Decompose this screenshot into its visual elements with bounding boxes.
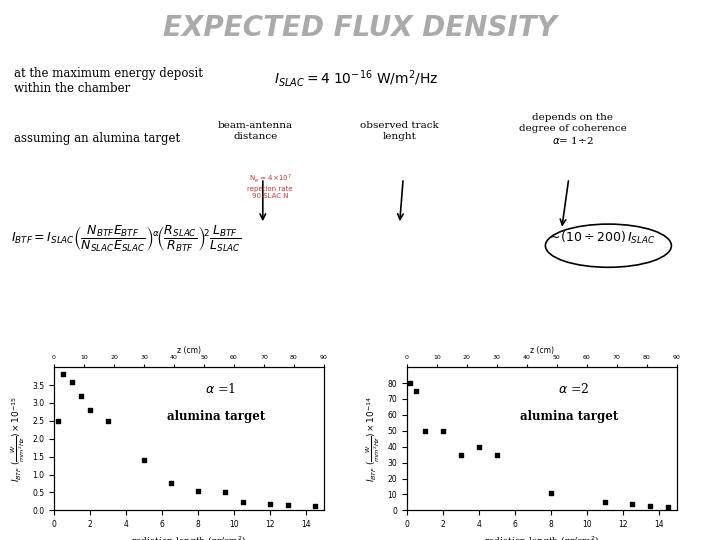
Point xyxy=(626,500,638,508)
Point xyxy=(644,501,655,510)
X-axis label: radiation length (gr/cm$^2$): radiation length (gr/cm$^2$) xyxy=(484,535,600,540)
Point xyxy=(410,387,422,395)
X-axis label: radiation length (gr/cm$^2$): radiation length (gr/cm$^2$) xyxy=(131,535,247,540)
Y-axis label: $I_{BTF}\;(\frac{W}{mm^2 Hz}) \times 10^{-15}$: $I_{BTF}\;(\frac{W}{mm^2 Hz}) \times 10^… xyxy=(9,396,27,482)
Point xyxy=(491,450,503,459)
Text: $\sim\!(10\div 200)\,I_{SLAC}$: $\sim\!(10\div 200)\,I_{SLAC}$ xyxy=(547,230,656,246)
Text: at the maximum energy deposit
within the chamber: at the maximum energy deposit within the… xyxy=(14,68,203,96)
Y-axis label: $I_{BTF}\;(\frac{W}{mm^2 Hz}) \times 10^{-14}$: $I_{BTF}\;(\frac{W}{mm^2 Hz}) \times 10^… xyxy=(364,396,382,482)
Text: observed track
lenght: observed track lenght xyxy=(360,122,439,141)
Point xyxy=(419,427,431,435)
Point xyxy=(282,501,294,509)
Text: $\alpha$ =2: $\alpha$ =2 xyxy=(558,382,589,396)
X-axis label: z (cm): z (cm) xyxy=(530,346,554,355)
Text: beam-antenna
distance: beam-antenna distance xyxy=(218,122,293,141)
Text: $I_{BTF} = I_{SLAC}\left(\dfrac{N_{BTF}E_{BTF}}{N_{SLAC}E_{SLAC}}\right)^{\!\alp: $I_{BTF} = I_{SLAC}\left(\dfrac{N_{BTF}E… xyxy=(11,224,241,254)
Point xyxy=(166,479,177,488)
Point xyxy=(102,416,114,425)
Point xyxy=(310,502,321,510)
Point xyxy=(192,487,204,495)
Point xyxy=(473,442,485,451)
Point xyxy=(58,370,69,379)
Point xyxy=(52,416,63,425)
Text: N$_e$ = 4$\times$10$^7$
repetion rate
90 SLAC N: N$_e$ = 4$\times$10$^7$ repetion rate 90… xyxy=(247,173,293,199)
Point xyxy=(238,498,249,507)
Text: depends on the
degree of coherence
$\alpha$= 1÷2: depends on the degree of coherence $\alp… xyxy=(518,113,626,146)
Text: $I_{SLAC} = 4\;10^{-16}$ W/m$^2$/Hz: $I_{SLAC} = 4\;10^{-16}$ W/m$^2$/Hz xyxy=(274,68,438,89)
Point xyxy=(545,489,557,497)
Point xyxy=(84,406,96,415)
Point xyxy=(66,377,78,386)
Text: assuming an alumina target: assuming an alumina target xyxy=(14,132,181,145)
Point xyxy=(455,450,467,459)
Point xyxy=(264,500,276,508)
Point xyxy=(662,503,674,511)
Point xyxy=(219,488,230,496)
Point xyxy=(405,379,416,387)
Text: $\alpha$ =1: $\alpha$ =1 xyxy=(205,382,236,396)
Text: alumina target: alumina target xyxy=(167,410,266,423)
Point xyxy=(138,456,150,464)
Point xyxy=(76,392,86,400)
Text: EXPECTED FLUX DENSITY: EXPECTED FLUX DENSITY xyxy=(163,14,557,42)
X-axis label: z (cm): z (cm) xyxy=(177,346,201,355)
Text: alumina target: alumina target xyxy=(520,410,618,423)
Point xyxy=(437,427,449,435)
Point xyxy=(599,498,611,507)
